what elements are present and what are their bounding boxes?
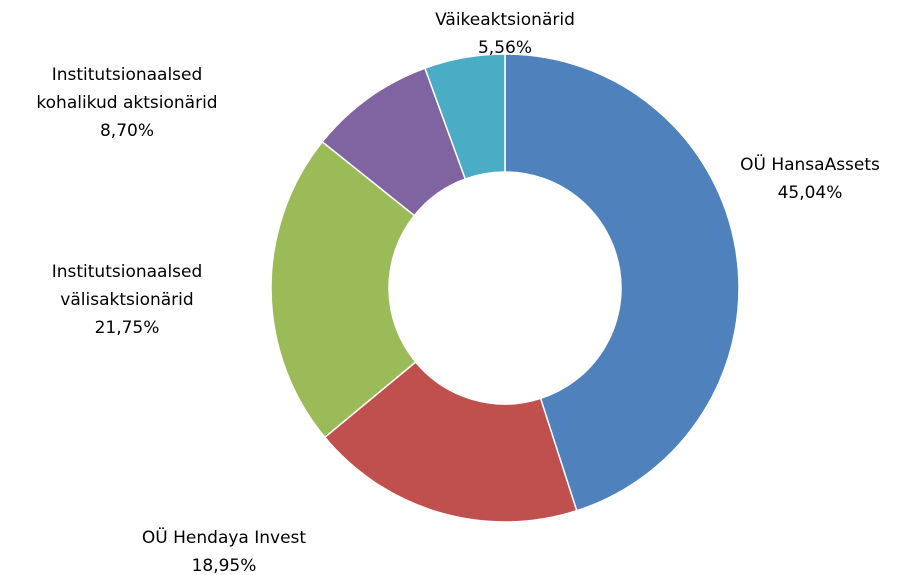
slice-value-label: 5,56% — [478, 38, 532, 58]
slice-value-label: 18,95% — [192, 556, 257, 575]
donut-slice — [323, 360, 578, 523]
slice-label: Väikeaktsionärid — [435, 10, 575, 30]
slice-label: OÜ HansaAssets — [740, 153, 880, 175]
slice-value-label: 45,04% — [778, 183, 843, 203]
slice-label: OÜ Hendaya Invest — [142, 526, 306, 548]
slice-label: Institutsionaalsed kohalikud aktsionärid — [36, 65, 217, 113]
donut-slice — [504, 53, 740, 512]
slice-value-label: 21,75% — [95, 318, 160, 338]
donut-slice — [270, 140, 417, 439]
slice-label: Institutsionaalsed välisaktsionärid — [52, 262, 203, 310]
donut-slice — [423, 53, 506, 180]
slice-value-label: 8,70% — [100, 121, 154, 141]
